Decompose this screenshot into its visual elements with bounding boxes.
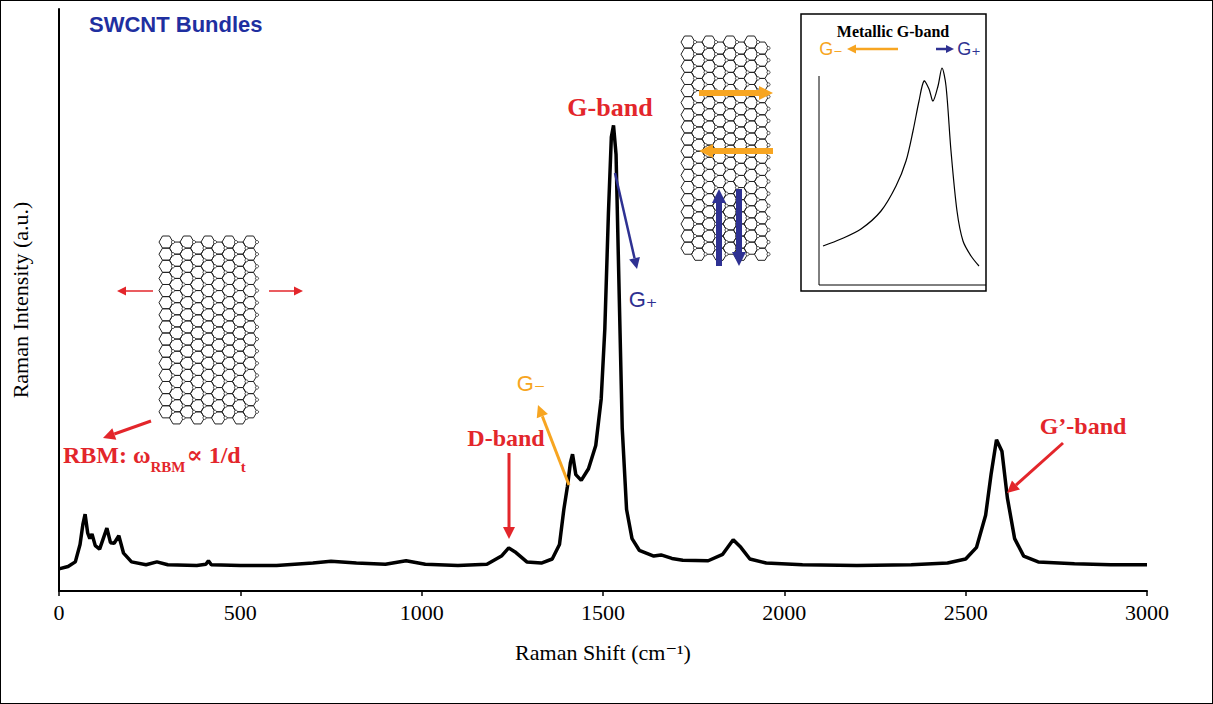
svg-text:Raman Intensity (a.u.): Raman Intensity (a.u.) — [8, 202, 33, 399]
svg-text:D-band: D-band — [467, 425, 545, 451]
svg-text:G-band: G-band — [567, 93, 653, 122]
svg-text:500: 500 — [224, 600, 257, 625]
svg-text:0: 0 — [54, 600, 65, 625]
svg-text:G₊: G₊ — [957, 39, 981, 59]
svg-text:3000: 3000 — [1125, 600, 1169, 625]
svg-text:G’-band: G’-band — [1040, 413, 1127, 439]
svg-text:G₋: G₋ — [517, 371, 546, 396]
svg-text:∝ 1/d: ∝ 1/d — [187, 442, 242, 468]
svg-text:1000: 1000 — [400, 600, 444, 625]
svg-text:Metallic G-band: Metallic G-band — [837, 23, 950, 40]
svg-text:RBM: ω: RBM: ω — [63, 442, 151, 468]
svg-text:2500: 2500 — [944, 600, 988, 625]
svg-text:SWCNT Bundles: SWCNT Bundles — [89, 12, 263, 37]
svg-text:RBM: RBM — [151, 459, 186, 475]
svg-text:G₊: G₊ — [629, 287, 658, 312]
svg-text:G₋: G₋ — [819, 39, 843, 59]
svg-text:2000: 2000 — [762, 600, 806, 625]
svg-text:1500: 1500 — [581, 600, 625, 625]
svg-text:t: t — [241, 459, 246, 475]
svg-text:Raman Shift (cm⁻¹): Raman Shift (cm⁻¹) — [515, 640, 691, 665]
